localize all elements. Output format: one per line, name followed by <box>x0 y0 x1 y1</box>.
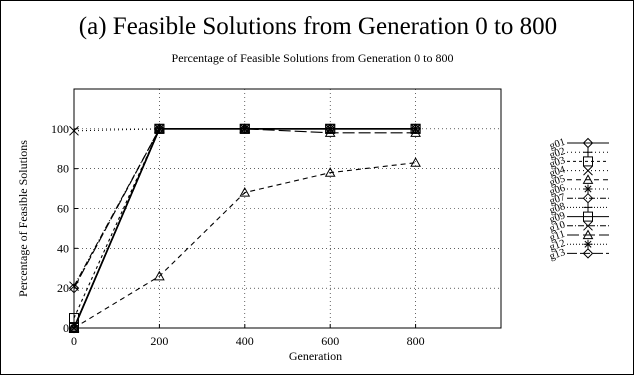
legend-marker <box>582 192 594 204</box>
series-line-g06 <box>73 128 416 329</box>
series-line-g03 <box>73 128 416 319</box>
data-point-g13 <box>68 282 80 294</box>
legend-label: g05 <box>548 174 566 189</box>
series-g03 <box>69 123 421 324</box>
legend-marker <box>583 239 593 249</box>
legend-label: g06 <box>548 183 566 198</box>
legend-marker <box>583 220 593 231</box>
legend-label: g09 <box>548 210 566 225</box>
legend-label: g13 <box>548 247 566 262</box>
series-line-g11 <box>73 128 416 329</box>
legend-marker <box>583 147 593 157</box>
legend-entry-g02: g02 <box>548 146 609 161</box>
series-line-g01 <box>73 128 416 329</box>
legend-marker <box>583 211 593 222</box>
series-line-g07 <box>73 128 416 329</box>
legend-label: g03 <box>548 155 566 170</box>
x-tick-label: 200 <box>150 334 168 348</box>
series-line-g05 <box>73 162 416 329</box>
data-point-g11 <box>410 127 421 137</box>
legend-label: g01 <box>548 137 566 152</box>
legend-marker <box>582 174 594 184</box>
legend-label: g12 <box>548 238 566 253</box>
data-point-g05 <box>239 187 251 197</box>
data-point-g05 <box>154 270 165 281</box>
legend-label: g04 <box>548 164 567 180</box>
series-line-g08 <box>73 128 416 329</box>
legend-entry-g10: g10 <box>548 220 609 235</box>
data-point-g13 <box>239 123 251 135</box>
legend-label: g07 <box>548 192 566 207</box>
data-point-g13 <box>324 123 336 135</box>
legend-entry-g08: g08 <box>548 201 609 216</box>
legend-entry-g04: g04 <box>548 164 609 180</box>
data-point-g12 <box>154 124 164 134</box>
x-tick-label: 600 <box>321 334 339 348</box>
legend-marker <box>582 229 594 240</box>
data-point-g12 <box>69 323 79 333</box>
y-tick-label: 40 <box>57 241 69 255</box>
data-point-g13 <box>410 123 421 135</box>
legend-marker <box>582 137 594 149</box>
x-tick-label: 800 <box>407 334 425 348</box>
x-axis-label: Generation <box>289 349 342 363</box>
legend-entry-g01: g01 <box>548 137 609 152</box>
legend-entry-g09: g09 <box>548 210 609 226</box>
x-tick-label: 400 <box>236 334 254 348</box>
data-point-g05 <box>410 157 421 167</box>
y-tick-label: 0 <box>63 321 69 335</box>
data-point-g11 <box>324 127 336 137</box>
series-line-g02 <box>73 128 416 329</box>
y-tick-label: 60 <box>57 202 69 216</box>
legend-label: g02 <box>548 146 566 161</box>
legend-label: g08 <box>548 201 566 216</box>
legend-entry-g13: g13 <box>548 247 609 262</box>
legend-entry-g03: g03 <box>548 155 609 170</box>
legend-marker <box>583 156 593 167</box>
legend-marker <box>583 184 593 194</box>
x-tick-label: 0 <box>71 334 77 348</box>
y-tick-label: 20 <box>57 281 69 295</box>
data-point-g05 <box>324 167 336 177</box>
legend-entry-g07: g07 <box>548 192 609 207</box>
legend-label: g10 <box>548 220 566 235</box>
series-line-g09 <box>73 128 416 329</box>
legend-entry-g05: g05 <box>548 174 609 189</box>
y-tick-label: 100 <box>51 122 69 136</box>
legend-marker <box>583 165 593 176</box>
y-axis-label: Percentage of Feasible Solutions <box>16 140 30 297</box>
series-g11 <box>68 123 421 333</box>
series-line-g13 <box>73 128 416 289</box>
legend-entry-g11: g11 <box>548 229 609 244</box>
legend-entry-g06: g06 <box>548 183 609 198</box>
panel-title: (a) Feasible Solutions from Generation 0… <box>78 13 558 40</box>
legend-marker <box>582 248 594 259</box>
data-point-g13 <box>154 123 165 135</box>
y-tick-label: 80 <box>57 162 69 176</box>
chart-title: Percentage of Feasible Solutions from Ge… <box>172 51 454 65</box>
series-g13 <box>68 123 421 294</box>
legend-label: g11 <box>548 229 566 244</box>
data-point-g04 <box>69 125 79 136</box>
series-line-g12 <box>73 128 416 329</box>
legend-marker <box>583 202 593 212</box>
legend-entry-g12: g12 <box>548 238 609 253</box>
